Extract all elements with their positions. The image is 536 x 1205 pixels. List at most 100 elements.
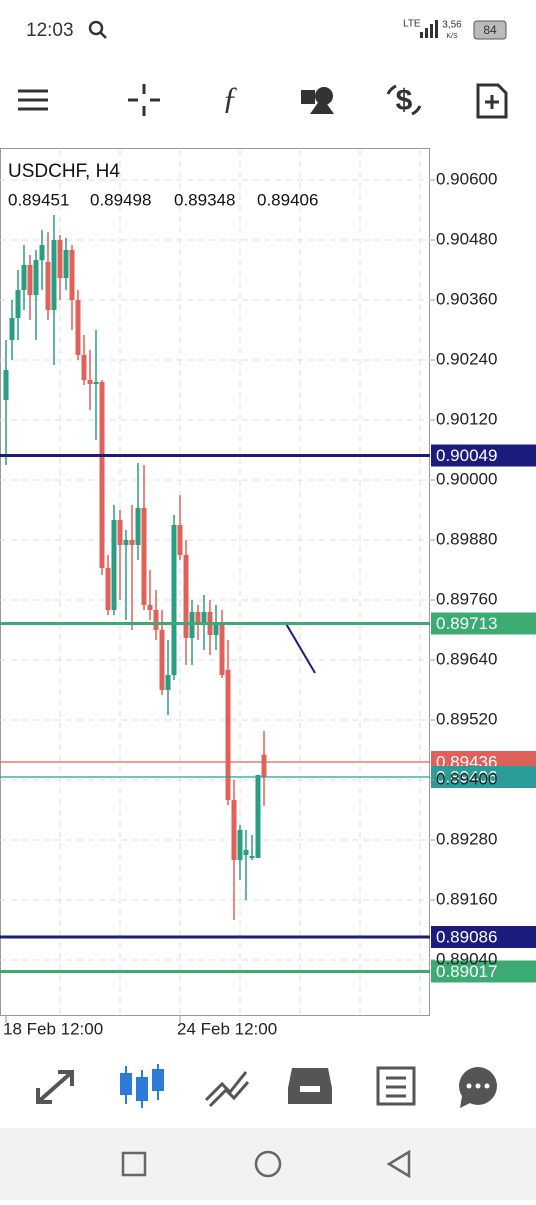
ohlc-low: 0.89348 — [174, 190, 235, 209]
candle-body — [237, 830, 243, 860]
clock: 12:03 — [26, 20, 74, 41]
candle-body — [201, 612, 207, 625]
candle-body — [225, 670, 231, 800]
price-level-label: 0.90049 — [436, 446, 497, 465]
candle-body — [249, 856, 255, 858]
candle-body — [111, 520, 117, 610]
search-icon — [88, 20, 107, 39]
y-tick-label: 0.90240 — [436, 349, 497, 368]
svg-text:$: $ — [396, 84, 413, 117]
levels: 0.900490.897130.894360.894060.890860.890… — [0, 444, 536, 983]
candle-body — [27, 265, 33, 295]
candle-body — [153, 610, 159, 630]
y-tick-label: 0.90120 — [436, 409, 497, 428]
x-tick-label: 24 Feb 12:00 — [177, 1019, 277, 1038]
candle-body — [99, 382, 105, 568]
history-tab[interactable] — [288, 1068, 332, 1104]
grid — [0, 150, 430, 1023]
news-tab[interactable] — [376, 1066, 416, 1106]
candle-body — [195, 612, 201, 625]
y-tick-label: 0.89040 — [436, 949, 497, 968]
y-tick-label: 0.90600 — [436, 169, 497, 188]
candle-body — [147, 605, 153, 610]
battery — [473, 20, 507, 40]
candle-body — [51, 240, 57, 310]
candle-body — [39, 245, 45, 260]
trade-button[interactable]: $ — [386, 84, 422, 117]
candle-body — [69, 250, 75, 300]
candle-body — [261, 754, 267, 777]
candle-body — [213, 625, 219, 635]
battery-level: 84 — [483, 23, 497, 37]
candle-body — [57, 240, 63, 278]
candle-body — [45, 262, 51, 310]
candle-body — [129, 540, 135, 545]
ohlc-open: 0.89451 — [8, 190, 69, 209]
y-tick-label: 0.89760 — [436, 589, 497, 608]
candle-body — [243, 850, 249, 855]
candle-body — [9, 318, 15, 340]
candle-body — [33, 260, 39, 295]
speed: 3,56 — [442, 20, 462, 31]
candle-body — [255, 775, 261, 858]
crosshair-button[interactable] — [128, 84, 160, 116]
candle-body — [63, 250, 69, 278]
y-tick-label: 0.89400 — [436, 769, 497, 788]
candle-body — [21, 265, 27, 290]
y-tick-label: 0.89280 — [436, 829, 497, 848]
ohlc-high: 0.89498 — [90, 190, 151, 209]
plot — [3, 215, 267, 920]
price-level-box — [431, 766, 536, 788]
candle-body — [141, 508, 147, 605]
candle-body — [81, 355, 87, 380]
price-level-label: 0.89713 — [436, 614, 497, 633]
y-tick-label: 0.89160 — [436, 889, 497, 908]
price-level-box — [431, 926, 536, 948]
candle-body — [219, 625, 225, 675]
y-tick-label: 0.89520 — [436, 709, 497, 728]
menu-button[interactable] — [18, 89, 48, 111]
network: LTE — [403, 19, 421, 30]
price-level-label: 0.89406 — [436, 767, 497, 786]
candle-body — [75, 300, 81, 355]
candle-body — [105, 568, 111, 610]
trade-tab[interactable] — [204, 1071, 250, 1108]
candle-body — [231, 800, 237, 860]
chart-title: USDCHF, H4 — [8, 161, 120, 182]
price-level-label: 0.89086 — [436, 927, 497, 946]
y-tick-label: 0.90480 — [436, 229, 497, 248]
objects-button[interactable] — [301, 87, 334, 114]
price-level-label: 0.89017 — [436, 962, 497, 981]
home-button[interactable] — [254, 1150, 282, 1178]
candle-body — [123, 540, 129, 545]
quotes-tab[interactable] — [36, 1070, 74, 1104]
candle-body — [87, 380, 93, 384]
indicators-button[interactable]: ƒ — [222, 79, 238, 115]
chart-tab[interactable] — [120, 1064, 164, 1108]
chart-frame — [0, 148, 430, 1016]
price-level-box — [431, 960, 536, 983]
signal-icon — [420, 20, 438, 38]
y-tick-label: 0.90360 — [436, 289, 497, 308]
chat-tab[interactable] — [459, 1067, 497, 1108]
new-order-button[interactable] — [476, 83, 508, 119]
price-level-box — [431, 444, 536, 467]
ohlc-close: 0.89406 — [257, 190, 318, 209]
y-tick-label: 0.90000 — [436, 469, 497, 488]
candle-body — [117, 520, 123, 545]
candle-body — [177, 525, 183, 555]
candle-body — [3, 370, 9, 400]
candle-body — [15, 290, 21, 318]
candle-body — [165, 675, 171, 690]
candle-body — [93, 382, 99, 384]
recents-button[interactable] — [121, 1151, 147, 1177]
toolbar: ƒ $ — [18, 79, 508, 119]
price-level-box — [431, 612, 536, 635]
speed-unit: K/S — [446, 33, 458, 40]
trend-line — [284, 621, 316, 674]
back-button[interactable] — [386, 1149, 411, 1179]
candle-body — [159, 630, 165, 690]
candle-body — [135, 508, 141, 545]
y-tick-label: 0.89880 — [436, 529, 497, 548]
